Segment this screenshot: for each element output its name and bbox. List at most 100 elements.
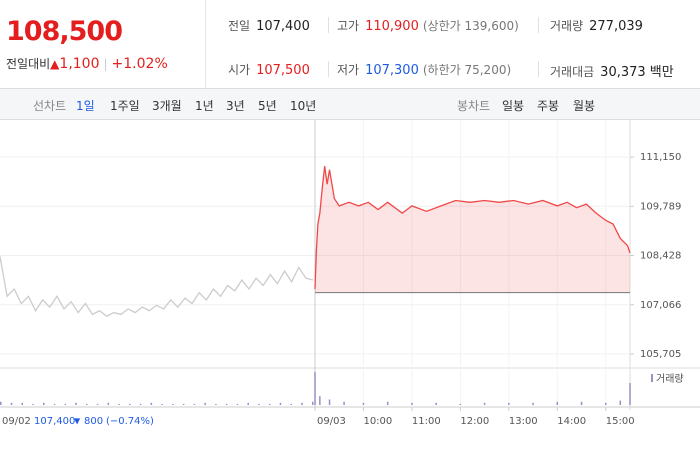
- stat: 시가 107,500: [228, 61, 310, 78]
- volume-bar: [362, 402, 365, 405]
- volume-bar: [629, 383, 631, 405]
- x-tick-label: 12:00: [460, 416, 489, 427]
- tab[interactable]: 1주일: [110, 99, 140, 113]
- y-tick-label: 105,705: [640, 349, 681, 360]
- y-tick-label: 108,428: [640, 251, 681, 262]
- stat-label: 거래대금: [550, 65, 595, 79]
- stat-value: 277,039: [589, 19, 643, 34]
- volume-bar: [268, 403, 271, 405]
- volume-bar: [129, 403, 131, 405]
- stat-label: 시가: [228, 63, 251, 77]
- tab[interactable]: 일봉: [502, 99, 525, 113]
- change-pct: +1.02%: [111, 56, 168, 72]
- prev-close: 107,400: [34, 416, 75, 427]
- volume-bar: [247, 402, 249, 405]
- area: [315, 166, 630, 293]
- tab[interactable]: 10년: [290, 99, 317, 113]
- tab[interactable]: 월봉: [573, 99, 596, 113]
- volume-bar: [182, 403, 185, 405]
- volume-bar: [21, 402, 24, 405]
- tab[interactable]: 주봉: [537, 99, 560, 113]
- volume-bar: [386, 401, 389, 405]
- stat-sub: (상한가 139,600): [422, 19, 519, 33]
- change: 전일대비▲1,100 | +1.02%: [6, 56, 168, 72]
- tab: 선차트: [33, 99, 67, 113]
- volume-bar: [619, 400, 622, 405]
- y-tick-label: 109,789: [640, 201, 681, 212]
- volume-bar: [139, 403, 142, 405]
- volume-bar: [161, 403, 163, 405]
- up-arrow: ▲: [50, 57, 60, 71]
- stat: 전일 107,400: [228, 17, 310, 34]
- volume-bar: [86, 403, 88, 405]
- volume-bar: [172, 403, 174, 405]
- volume-bar: [118, 403, 120, 405]
- volume-bar: [64, 403, 67, 405]
- volume-bar: [290, 403, 292, 405]
- volume-bar: [107, 402, 110, 405]
- x-tick-label: 11:00: [412, 416, 441, 427]
- tab[interactable]: 5년: [258, 99, 277, 113]
- stat-value: 107,300: [365, 63, 419, 78]
- volume-bar: [532, 402, 534, 405]
- volume-bar: [556, 401, 559, 405]
- stat: 거래대금 30,373 백만: [550, 61, 674, 80]
- x-tick-label: 15:00: [606, 416, 635, 427]
- volume-bar: [215, 403, 217, 405]
- stat-value: 30,373 백만: [600, 65, 674, 80]
- volume-bar: [10, 402, 13, 405]
- volume-bar: [605, 402, 607, 405]
- volume-bar: [312, 401, 314, 405]
- x-tick-label: 13:00: [509, 416, 538, 427]
- volume-legend-swatch: [651, 374, 653, 382]
- volume-bar: [75, 402, 77, 405]
- prev-day-line: [0, 256, 314, 317]
- stat-label: 고가: [337, 19, 360, 33]
- prev-date: 09/02: [2, 416, 31, 427]
- quote-header: 108,500 전일대비▲1,100 | +1.02% 전일 107,400 고가 11…: [0, 0, 700, 89]
- price-box: 108,500 전일대비▲1,100 | +1.02%: [0, 0, 206, 88]
- volume-bar: [53, 403, 56, 405]
- volume-bar: [459, 403, 462, 405]
- stat-value: 107,500: [256, 63, 310, 78]
- tab[interactable]: 1일: [76, 99, 95, 113]
- volume-bar: [32, 403, 34, 405]
- x-tick-label: 14:00: [557, 416, 586, 427]
- change-value: 1,100: [59, 56, 100, 72]
- volume-bar: [319, 396, 321, 405]
- stat-label: 저가: [337, 63, 360, 77]
- y-tick-label: 107,066: [640, 300, 681, 311]
- volume-bar: [508, 402, 510, 405]
- y-tick-label: 111,150: [640, 152, 681, 163]
- date-label: 09/03: [317, 416, 346, 427]
- volume-bar: [236, 403, 239, 405]
- volume-bar: [193, 403, 196, 405]
- volume-bar: [43, 402, 45, 405]
- volume-bar: [328, 399, 331, 405]
- volume-legend: 거래량: [656, 373, 684, 385]
- volume-bar: [225, 403, 228, 405]
- volume-bar: [411, 402, 413, 405]
- period-tabs: 선차트 1일 1주일 3개월 1년 3년 5년 10년 봉차트 일봉 주봉 월봉: [0, 89, 700, 120]
- volume-bar: [435, 402, 437, 405]
- tab[interactable]: 1년: [195, 99, 214, 113]
- volume-bar: [483, 402, 486, 405]
- tab[interactable]: 3년: [226, 99, 245, 113]
- stat-label: 전일: [228, 19, 251, 33]
- volume-bar: [150, 402, 153, 405]
- stat-label: 거래량: [550, 19, 584, 33]
- volume-bar: [0, 401, 2, 405]
- tab[interactable]: 3개월: [152, 99, 182, 113]
- stat: 저가 107,300 (하한가 75,200): [337, 61, 511, 78]
- stat: 고가 110,900 (상한가 139,600): [337, 17, 519, 34]
- down-arrow: ▼: [74, 417, 81, 426]
- volume-bar: [204, 402, 206, 405]
- volume-bar: [314, 372, 316, 405]
- change-label: 전일대비: [6, 57, 51, 71]
- stat: 거래량 277,039: [550, 17, 643, 34]
- volume-bar: [279, 402, 282, 405]
- price-line: [314, 166, 631, 290]
- tab: 봉차트: [457, 99, 491, 113]
